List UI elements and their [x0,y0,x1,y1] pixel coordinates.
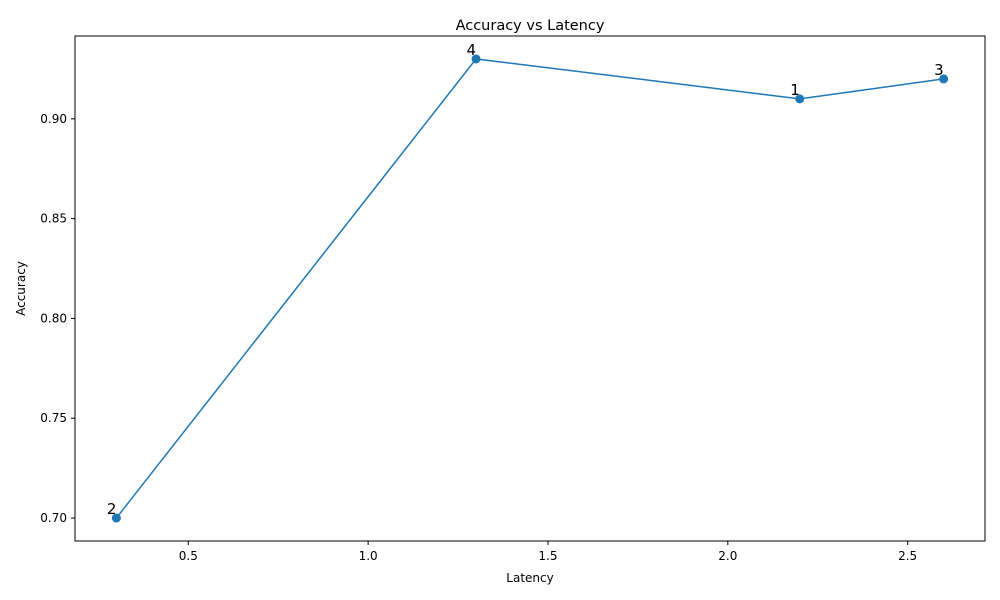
data-point-label: 4 [467,41,477,59]
axes: 0.5 1.0 1.5 2.0 2.5 0.70 0.75 0.80 0.85 0.90 [40,112,917,563]
data-point-label: 2 [107,500,117,518]
x-axis-label: Latency [506,571,553,585]
data-point [471,54,481,64]
y-tick-label: 0.85 [40,212,67,226]
data-point-label: 1 [790,81,800,99]
data-point-label: 3 [934,61,944,79]
y-tick-label: 0.70 [40,511,67,525]
data-point [795,94,805,104]
y-tick-label: 0.75 [40,411,67,425]
chart-title: Accuracy vs Latency [456,18,605,34]
y-tick-label: 0.80 [40,311,67,325]
x-tick-label: 1.0 [359,549,378,563]
y-axis-label: Accuracy [14,261,28,316]
series-group: 2 4 1 3 [107,41,949,523]
x-tick-label: 2.0 [718,549,737,563]
x-tick-label: 2.5 [898,549,917,563]
y-tick-label: 0.90 [40,112,67,126]
plot-frame [74,35,986,542]
series-line [115,58,944,519]
x-tick-label: 1.5 [538,549,557,563]
x-tick-label: 0.5 [179,549,198,563]
data-point [111,513,121,523]
data-point [939,74,949,84]
